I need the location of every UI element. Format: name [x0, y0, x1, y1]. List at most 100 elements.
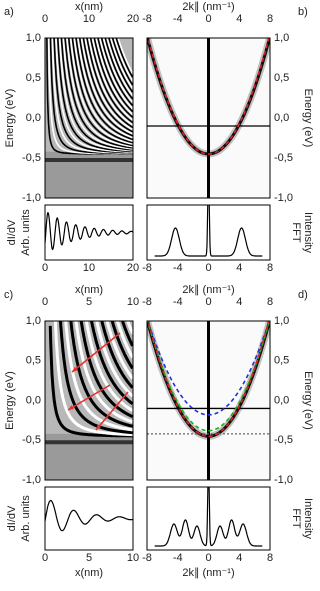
top-tick-label: -4 [173, 296, 183, 308]
lower-tick-label: 0 [42, 262, 48, 274]
stripe [95, 321, 133, 398]
arrow [71, 332, 121, 373]
lower-frame [146, 486, 271, 551]
y-tick-label: -0,5 [22, 434, 41, 446]
y-tick-label: 0,5 [274, 72, 289, 84]
stripe [79, 321, 133, 418]
stripe [99, 38, 133, 110]
y-axis-label: Energy (eV) [302, 89, 314, 148]
fit-red [147, 321, 270, 438]
stripe [80, 38, 133, 135]
lower-tick-label: -8 [142, 262, 152, 274]
frame [146, 320, 271, 481]
band [45, 158, 133, 162]
panel-label: d) [298, 289, 308, 301]
stripe [120, 321, 133, 347]
y-tick-label: 1,0 [26, 32, 41, 44]
image-area [147, 38, 270, 198]
lower-tick-label: 10 [127, 552, 139, 564]
lower-plot [154, 205, 263, 257]
lower-plot [45, 211, 133, 251]
lower-label: FFT [290, 508, 302, 528]
y-tick-label: 1,0 [274, 32, 289, 44]
top-tick-label: 0 [205, 13, 211, 25]
dos-curve [45, 211, 133, 251]
top-tick-label: 0 [42, 13, 48, 25]
y-tick-label: 1,0 [274, 315, 289, 327]
panel-label: b) [298, 6, 308, 18]
image-area [45, 38, 133, 198]
y-tick-label: -1,0 [274, 474, 293, 486]
lower-plot [45, 499, 133, 532]
top-tick-label: -4 [173, 13, 183, 25]
y-tick-label: -0,5 [274, 152, 293, 164]
stripe [67, 38, 133, 147]
top-tick-label: -8 [142, 296, 152, 308]
y-tick-label: -0,5 [274, 434, 293, 446]
stripe [58, 321, 133, 435]
lower-label: Intensity [302, 498, 314, 539]
lower-tick-label: 4 [236, 262, 242, 274]
fit-blue [147, 321, 270, 416]
lower-tick-label: 0 [205, 552, 211, 564]
top-tick-label: 10 [83, 13, 95, 25]
top-tick-label: 8 [267, 13, 273, 25]
top-tick-label: 0 [205, 296, 211, 308]
top-tick-label: 10 [127, 296, 139, 308]
lower-frame [44, 486, 134, 551]
lower-tick-label: 0 [205, 262, 211, 274]
lower-label: Arb. units [20, 209, 32, 256]
lower-label: Arb. units [20, 495, 32, 542]
lower-label: dI/dV [6, 219, 18, 245]
top-tick-label: 8 [267, 296, 273, 308]
stripe [111, 38, 133, 86]
panel-label: c) [4, 289, 13, 301]
lower-tick-label: 8 [267, 552, 273, 564]
stripe [93, 38, 133, 118]
arrow-head [96, 424, 102, 430]
y-tick-label: 1,0 [26, 315, 41, 327]
stripe [128, 306, 133, 320]
fft-curve [154, 205, 263, 257]
stripe [60, 38, 133, 151]
top-tick-label: 4 [236, 296, 242, 308]
fit-red [147, 38, 270, 155]
stripe [58, 38, 133, 152]
stripe [89, 321, 133, 405]
stripe [82, 38, 133, 133]
y-tick-label: -0,5 [22, 152, 41, 164]
y-tick-label: 0,5 [26, 355, 41, 367]
lower-tick-label: 0 [42, 552, 48, 564]
y-tick-label: 0,0 [274, 112, 289, 124]
y-tick-label: -1,0 [22, 192, 41, 204]
stripe [64, 321, 133, 432]
y-axis-label: Energy (eV) [302, 371, 314, 430]
stripe [108, 38, 133, 93]
stripe [113, 38, 133, 82]
lower-label: FFT [290, 222, 302, 242]
stripe [102, 38, 133, 103]
arrow-head [68, 405, 74, 410]
stripe [69, 38, 133, 145]
lower-tick-label: 10 [83, 262, 95, 274]
y-axis-label: Energy (eV) [4, 89, 16, 148]
lower-tick-label: -4 [173, 552, 183, 564]
stripe [74, 321, 133, 424]
top-tick-label: 4 [236, 13, 242, 25]
bottom-axis-label: 2k∥ (nm⁻¹) [182, 567, 234, 579]
stripe [62, 38, 133, 150]
bottom-axis-label: x(nm) [75, 567, 103, 579]
stripe [84, 38, 133, 131]
stripe [91, 38, 133, 121]
stripe [95, 38, 133, 116]
stripe [100, 38, 133, 107]
frame [44, 320, 134, 481]
stripe [75, 38, 133, 141]
lower-label: Intensity [302, 212, 314, 253]
top-tick-label: -8 [142, 13, 152, 25]
lower-label: dI/dV [6, 505, 18, 531]
image-area [45, 306, 133, 480]
arrow [67, 384, 111, 411]
image-area [147, 321, 270, 480]
frame [44, 37, 134, 199]
